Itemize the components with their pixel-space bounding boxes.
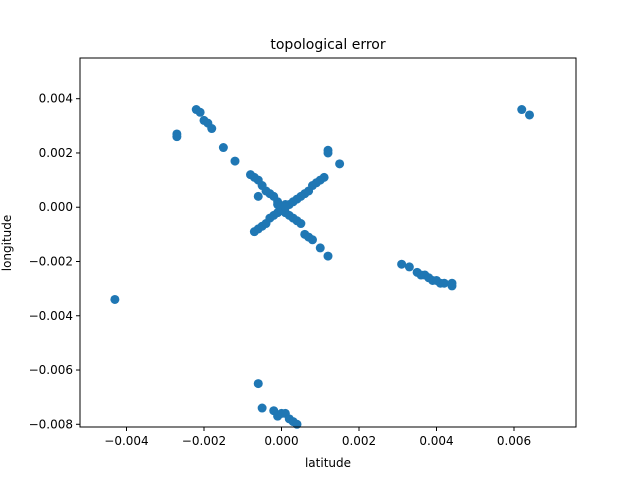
data-point: [404, 262, 414, 272]
data-point: [253, 191, 263, 201]
data-point: [439, 278, 449, 288]
data-point: [323, 251, 333, 261]
chart-title: topological error: [270, 37, 385, 53]
x-axis: −0.004 −0.002 0.000 0.002 0.004 0.006: [104, 427, 531, 448]
data-point: [447, 278, 457, 288]
data-point: [323, 148, 333, 158]
y-axis-label: longitude: [0, 215, 14, 272]
data-point: [525, 110, 534, 120]
x-axis-label: latitude: [305, 456, 351, 470]
data-point: [207, 124, 217, 134]
x-tick-label: 0.006: [497, 434, 531, 448]
data-point: [253, 379, 263, 389]
data-point: [296, 219, 306, 229]
data-point: [218, 143, 228, 153]
y-tick-label: −0.004: [29, 309, 73, 323]
data-point: [315, 243, 325, 253]
y-tick-label: 0.004: [39, 92, 73, 106]
data-point: [280, 202, 290, 212]
data-point: [273, 200, 283, 210]
data-point: [308, 235, 317, 245]
data-point: [246, 170, 255, 180]
data-point: [230, 156, 240, 166]
plot-area: [110, 105, 534, 429]
axes-frame: [79, 57, 577, 428]
data-point: [195, 107, 205, 117]
x-tick-label: −0.004: [104, 434, 148, 448]
data-point: [110, 294, 120, 304]
data-point: [335, 159, 345, 169]
x-tick-label: 0.000: [264, 434, 298, 448]
y-axis: −0.008 −0.006 −0.004 −0.002 0.000 0.002 0.004: [29, 92, 80, 431]
data-point: [172, 132, 182, 142]
x-tick-label: 0.002: [342, 434, 376, 448]
y-tick-label: 0.000: [39, 200, 73, 214]
data-point: [517, 105, 527, 115]
data-point: [397, 259, 407, 269]
y-tick-label: 0.002: [39, 146, 73, 160]
x-tick-label: 0.004: [419, 434, 453, 448]
data-point: [257, 403, 267, 413]
y-tick-label: −0.002: [29, 254, 73, 268]
y-tick-label: −0.008: [29, 417, 73, 431]
x-tick-label: −0.002: [182, 434, 226, 448]
y-tick-label: −0.006: [29, 363, 73, 377]
